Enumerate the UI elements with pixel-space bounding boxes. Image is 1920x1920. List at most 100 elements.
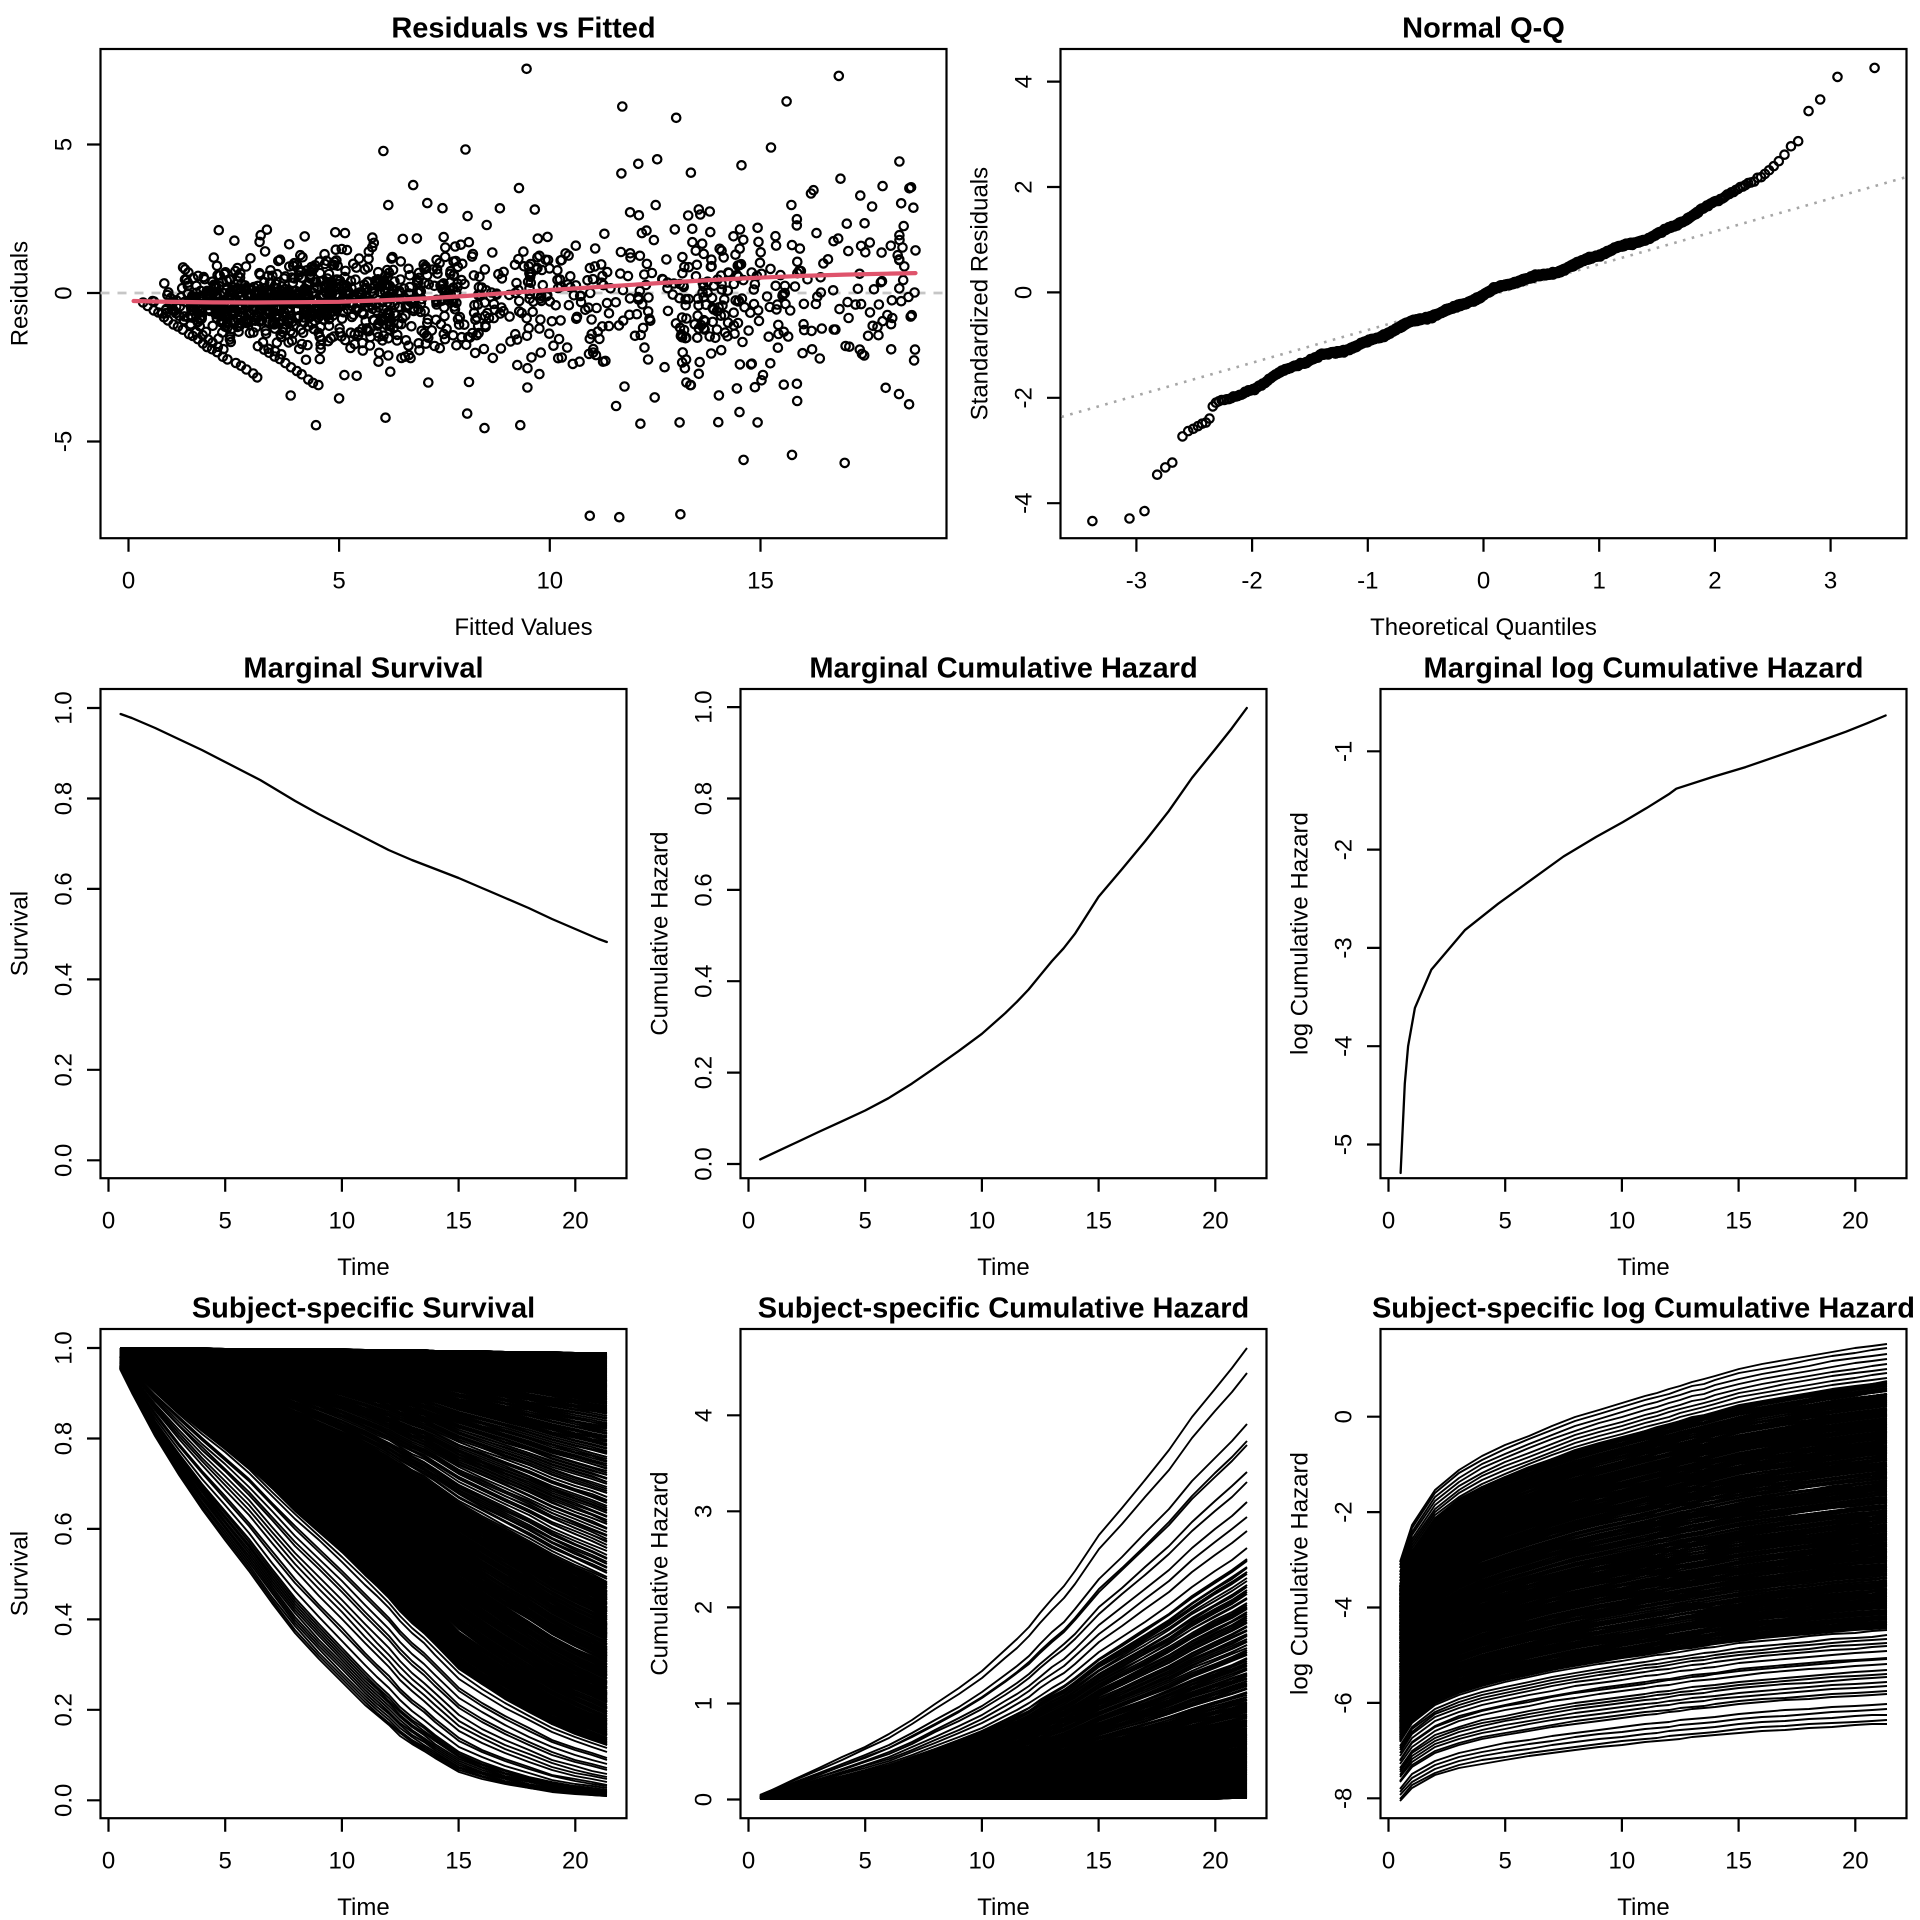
svg-text:0: 0 <box>1382 1848 1395 1875</box>
svg-text:0.2: 0.2 <box>691 1056 718 1089</box>
svg-text:0: 0 <box>742 1208 755 1235</box>
svg-text:Marginal Survival: Marginal Survival <box>243 653 483 685</box>
svg-text:15: 15 <box>1725 1208 1752 1235</box>
svg-text:0: 0 <box>122 568 135 595</box>
svg-text:Theoretical Quantiles: Theoretical Quantiles <box>1370 614 1597 641</box>
svg-text:20: 20 <box>1202 1208 1229 1235</box>
svg-text:log Cumulative Hazard: log Cumulative Hazard <box>1287 1452 1314 1695</box>
svg-text:2: 2 <box>691 1601 718 1614</box>
svg-text:-1: -1 <box>1331 741 1358 762</box>
svg-text:0: 0 <box>1331 1410 1358 1423</box>
svg-text:5: 5 <box>51 138 78 151</box>
svg-text:0.6: 0.6 <box>51 872 78 905</box>
svg-text:0.8: 0.8 <box>691 782 718 815</box>
svg-text:-4: -4 <box>1331 1036 1358 1057</box>
svg-text:0: 0 <box>1382 1208 1395 1235</box>
svg-text:0: 0 <box>691 1793 718 1806</box>
svg-text:Residuals vs Fitted: Residuals vs Fitted <box>391 13 655 45</box>
svg-text:Subject-specific log Cumulativ: Subject-specific log Cumulative Hazard <box>1372 1293 1915 1325</box>
svg-text:20: 20 <box>1202 1848 1229 1875</box>
svg-text:0.0: 0.0 <box>51 1144 78 1177</box>
svg-text:15: 15 <box>1725 1848 1752 1875</box>
svg-text:20: 20 <box>1842 1208 1869 1235</box>
svg-text:3: 3 <box>1824 568 1837 595</box>
svg-text:Fitted Values: Fitted Values <box>454 614 592 641</box>
svg-text:2: 2 <box>1011 180 1038 193</box>
svg-text:15: 15 <box>1085 1208 1112 1235</box>
svg-text:0.6: 0.6 <box>51 1512 78 1545</box>
svg-text:Time: Time <box>337 1254 389 1281</box>
svg-text:4: 4 <box>1011 75 1038 88</box>
svg-text:20: 20 <box>562 1848 589 1875</box>
svg-text:-5: -5 <box>1331 1134 1358 1155</box>
svg-text:-2: -2 <box>1241 568 1262 595</box>
svg-text:5: 5 <box>859 1208 872 1235</box>
svg-text:4: 4 <box>691 1409 718 1422</box>
svg-text:5: 5 <box>332 568 345 595</box>
svg-text:2: 2 <box>1708 568 1721 595</box>
svg-text:10: 10 <box>1609 1208 1636 1235</box>
svg-text:Subject-specific Cumulative Ha: Subject-specific Cumulative Hazard <box>758 1293 1250 1325</box>
svg-text:0.8: 0.8 <box>51 782 78 815</box>
svg-text:3: 3 <box>691 1505 718 1518</box>
svg-text:10: 10 <box>969 1848 996 1875</box>
svg-text:1: 1 <box>1593 568 1606 595</box>
svg-text:0.4: 0.4 <box>51 963 78 996</box>
svg-text:Time: Time <box>977 1254 1029 1281</box>
svg-text:0.4: 0.4 <box>691 965 718 998</box>
svg-text:1.0: 1.0 <box>51 1331 78 1364</box>
svg-text:0.0: 0.0 <box>51 1784 78 1817</box>
svg-text:Marginal Cumulative Hazard: Marginal Cumulative Hazard <box>809 653 1197 685</box>
svg-text:-6: -6 <box>1331 1692 1358 1713</box>
svg-text:0.8: 0.8 <box>51 1422 78 1455</box>
svg-text:0.0: 0.0 <box>691 1147 718 1180</box>
svg-text:10: 10 <box>536 568 563 595</box>
svg-text:1: 1 <box>691 1697 718 1710</box>
svg-text:Residuals: Residuals <box>7 241 34 346</box>
svg-text:Standardized Residuals: Standardized Residuals <box>967 167 994 421</box>
svg-text:-2: -2 <box>1331 839 1358 860</box>
svg-text:0: 0 <box>742 1848 755 1875</box>
svg-text:-5: -5 <box>51 431 78 452</box>
svg-text:0: 0 <box>1011 286 1038 299</box>
svg-text:-3: -3 <box>1331 937 1358 958</box>
svg-text:0.6: 0.6 <box>691 873 718 906</box>
svg-text:Cumulative Hazard: Cumulative Hazard <box>647 832 674 1036</box>
svg-text:0: 0 <box>102 1208 115 1235</box>
svg-text:Survival: Survival <box>7 1531 34 1616</box>
svg-text:-2: -2 <box>1331 1501 1358 1522</box>
svg-text:-3: -3 <box>1126 568 1147 595</box>
svg-text:Normal Q-Q: Normal Q-Q <box>1402 13 1565 45</box>
svg-text:-2: -2 <box>1011 387 1038 408</box>
svg-text:5: 5 <box>219 1208 232 1235</box>
svg-text:5: 5 <box>219 1848 232 1875</box>
svg-text:Time: Time <box>1617 1894 1669 1920</box>
svg-text:log Cumulative Hazard: log Cumulative Hazard <box>1287 812 1314 1055</box>
svg-text:10: 10 <box>329 1848 356 1875</box>
svg-text:5: 5 <box>1499 1208 1512 1235</box>
svg-text:5: 5 <box>859 1848 872 1875</box>
svg-text:1.0: 1.0 <box>691 690 718 723</box>
svg-text:0: 0 <box>102 1848 115 1875</box>
svg-text:Cumulative Hazard: Cumulative Hazard <box>647 1472 674 1676</box>
svg-text:Marginal log Cumulative Hazard: Marginal log Cumulative Hazard <box>1424 653 1864 685</box>
svg-text:20: 20 <box>1842 1848 1869 1875</box>
svg-text:0.4: 0.4 <box>51 1603 78 1636</box>
svg-text:1.0: 1.0 <box>51 691 78 724</box>
svg-text:Subject-specific Survival: Subject-specific Survival <box>192 1293 535 1325</box>
svg-text:15: 15 <box>1085 1848 1112 1875</box>
svg-text:-1: -1 <box>1357 568 1378 595</box>
svg-text:0.2: 0.2 <box>51 1053 78 1086</box>
svg-text:Survival: Survival <box>7 891 34 976</box>
svg-text:10: 10 <box>1609 1848 1636 1875</box>
svg-text:10: 10 <box>329 1208 356 1235</box>
svg-text:5: 5 <box>1499 1848 1512 1875</box>
svg-text:0: 0 <box>1477 568 1490 595</box>
svg-text:0: 0 <box>51 286 78 299</box>
svg-text:-4: -4 <box>1011 493 1038 514</box>
svg-text:Time: Time <box>977 1894 1029 1920</box>
svg-text:Time: Time <box>1617 1254 1669 1281</box>
svg-text:0.2: 0.2 <box>51 1693 78 1726</box>
svg-text:10: 10 <box>969 1208 996 1235</box>
svg-text:15: 15 <box>445 1208 472 1235</box>
